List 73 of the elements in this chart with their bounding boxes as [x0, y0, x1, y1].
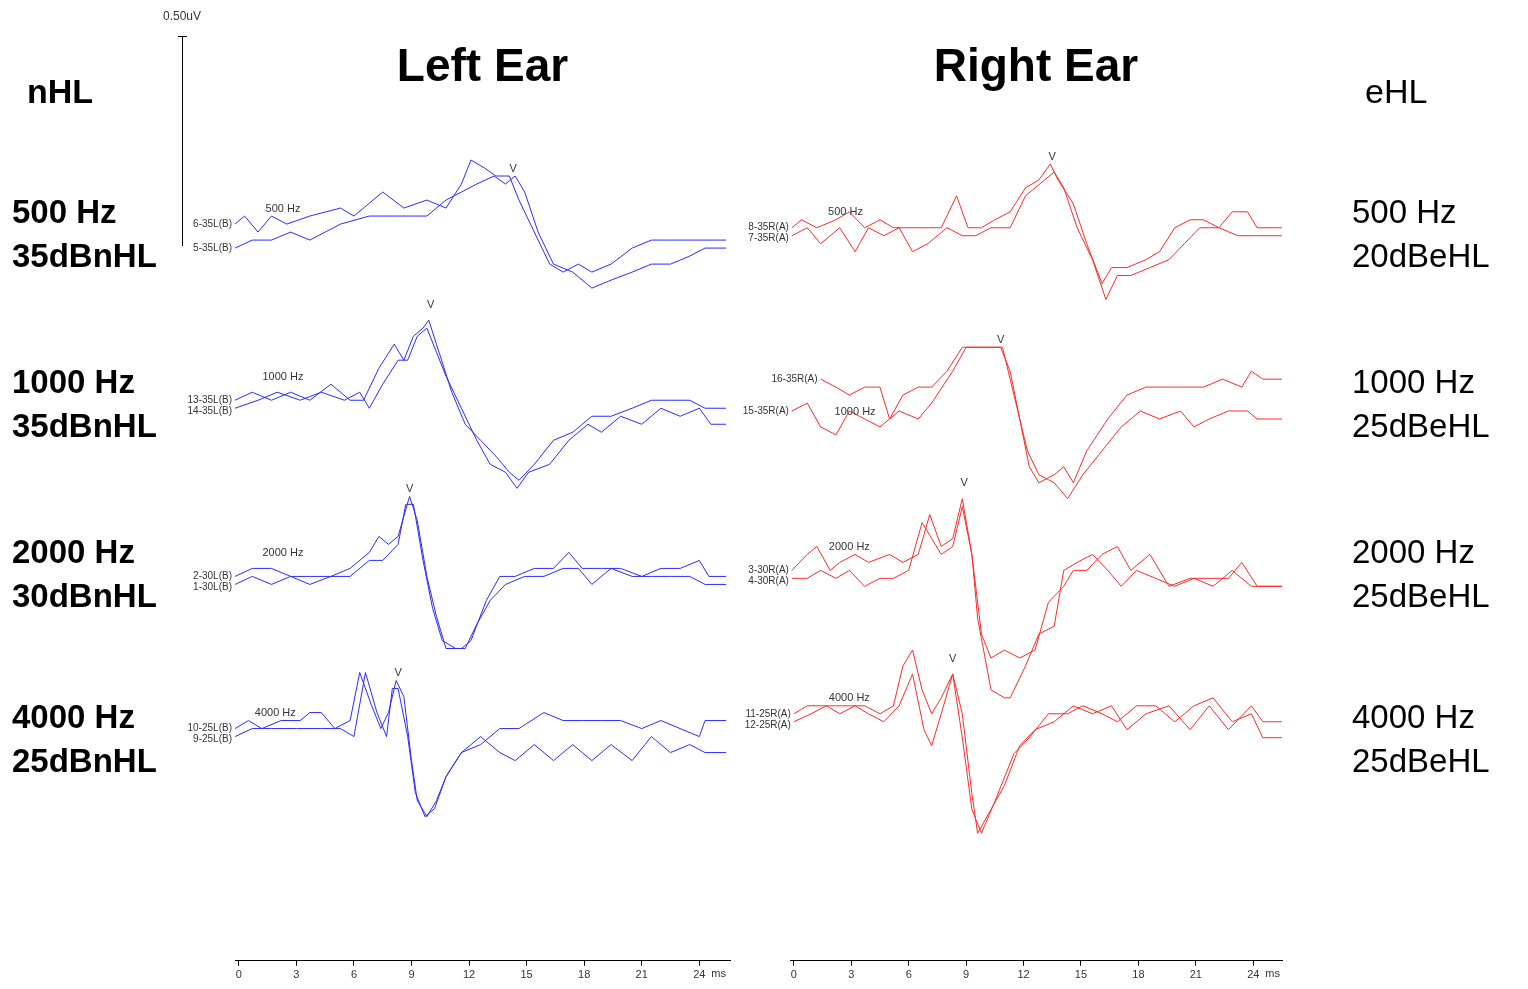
text: 25dBnHL: [12, 741, 157, 781]
series-label: 5-35L(B): [193, 241, 232, 253]
annotation: 2000 Hz: [828, 539, 870, 552]
series-label: 1-30L(B): [193, 581, 232, 593]
series-label: 16-35R(A): [771, 372, 818, 384]
series-label: 12-25R(A): [744, 718, 791, 730]
x-tick-label: 6: [350, 968, 358, 981]
series-label: 15-35R(A): [742, 404, 789, 416]
x-tick-label: 12: [462, 968, 476, 981]
series-label: 10-25L(B): [187, 722, 232, 734]
x-axis-title: ms: [711, 967, 727, 980]
series-label: 14-35L(B): [187, 404, 232, 416]
annotation: 4000 Hz: [828, 691, 870, 704]
annotation: V: [960, 476, 969, 489]
text: 35dBnHL: [12, 406, 157, 446]
x-axis-title: ms: [1265, 967, 1281, 980]
x-tick-label: 21: [1189, 968, 1202, 981]
x-tick-label: 9: [963, 968, 970, 981]
annotation: 1000 Hz: [262, 369, 304, 382]
series-label: 11-25R(A): [745, 707, 791, 719]
chart-title: Left Ear: [395, 38, 570, 92]
text: 1000 Hz: [12, 362, 136, 402]
text: 1000 Hz: [1352, 362, 1476, 402]
series-label: 8-35R(A): [748, 221, 789, 233]
annotation: 4000 Hz: [254, 706, 296, 719]
annotation: V: [509, 161, 518, 174]
x-tick-label: 24: [693, 968, 706, 981]
text: eHL: [1365, 72, 1428, 111]
x-tick-label: 18: [578, 968, 591, 981]
text: 20dBeHL: [1352, 236, 1490, 276]
series-label: 13-35L(B): [187, 393, 232, 405]
x-tick-label: 6: [905, 968, 912, 981]
text: 25dBeHL: [1352, 406, 1490, 446]
annotation: 2000 Hz: [262, 545, 304, 558]
text: 2000 Hz: [12, 532, 136, 572]
x-tick-label: 0: [790, 968, 797, 981]
text: 35dBnHL: [12, 236, 157, 276]
x-tick-label: 3: [848, 968, 855, 981]
text: V: [1048, 149, 1057, 162]
text: 500 Hz: [12, 192, 118, 232]
series-label: 6-35L(B): [193, 217, 232, 229]
text: 25dBeHL: [1352, 576, 1490, 616]
series-label: 3-30R(A): [748, 564, 789, 576]
x-tick-label: 15: [1074, 968, 1088, 981]
chart-title: Right Ear: [932, 38, 1140, 92]
text: 25dBeHL: [1352, 741, 1490, 781]
x-tick-label: 3: [293, 968, 300, 981]
text: 30dBnHL: [12, 576, 157, 616]
series-label: 4-30R(A): [748, 575, 789, 587]
series-label: 9-25L(B): [193, 733, 232, 745]
text: 500 Hz: [1352, 192, 1458, 232]
annotation: 500 Hz: [265, 201, 301, 214]
annotation: V: [996, 332, 1005, 345]
annotation: V: [405, 481, 414, 494]
x-tick-label: 18: [1132, 968, 1145, 981]
text: 2000 Hz: [1352, 532, 1476, 572]
series-label: 2-30L(B): [193, 570, 232, 582]
text: 0.50uV: [161, 9, 202, 23]
text: 4000 Hz: [1352, 697, 1476, 737]
x-tick-label: 24: [1247, 968, 1260, 981]
annotation: V: [394, 666, 403, 679]
annotation: 1000 Hz: [834, 404, 876, 417]
x-tick-label: 12: [1017, 968, 1030, 981]
x-tick-label: 9: [408, 968, 415, 981]
x-tick-label: 15: [520, 968, 533, 981]
text: nHL: [27, 72, 94, 111]
annotation: V: [949, 651, 958, 664]
x-tick-label: 0: [235, 968, 242, 981]
series-label: 7-35R(A): [748, 232, 789, 244]
annotation: V: [427, 297, 436, 310]
text: 4000 Hz: [12, 697, 136, 737]
annotation: 500 Hz: [828, 205, 863, 218]
x-tick-label: 21: [635, 968, 648, 981]
